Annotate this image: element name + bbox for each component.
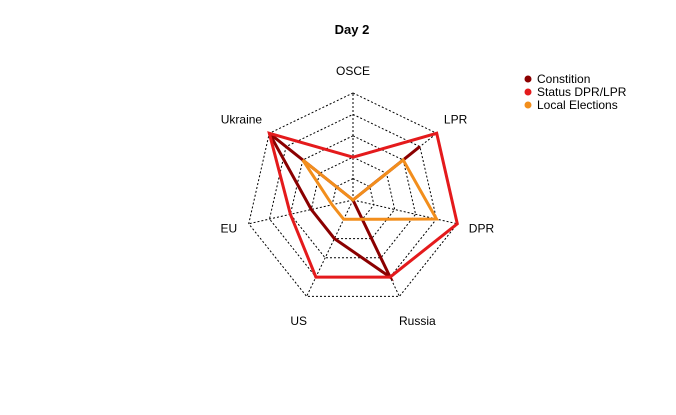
legend-label-3: Local Elections — [537, 98, 618, 112]
legend-marker-3 — [524, 101, 532, 109]
axis-label-ukraine: Ukraine — [221, 113, 263, 127]
axis-labels: OSCE LPR DPR Russia US EU Ukraine — [221, 64, 495, 328]
series-line-1 — [267, 132, 421, 282]
chart-title: Day 2 — [335, 22, 370, 37]
axis-label-dpr: DPR — [469, 222, 495, 236]
axis-label-lpr: LPR — [444, 113, 468, 127]
axis-label-us: US — [290, 314, 307, 328]
series-line-2 — [267, 131, 459, 279]
grid-ring-3 — [289, 135, 417, 259]
spoke-eu — [248, 199, 354, 225]
legend-label-1: Constition — [537, 72, 590, 86]
axis-label-russia: Russia — [399, 314, 436, 328]
grid-layer — [248, 92, 458, 297]
legend-marker-2 — [524, 88, 532, 96]
axis-label-eu: EU — [221, 222, 238, 236]
legend-marker-1 — [524, 75, 532, 83]
spoke-dpr — [352, 199, 458, 225]
axis-label-osce: OSCE — [336, 64, 370, 78]
legend-label-2: Status DPR/LPR — [537, 85, 627, 99]
grid-ring-2 — [310, 156, 396, 240]
series-layer — [267, 131, 459, 282]
spoke-us — [306, 199, 354, 297]
series-line-3 — [301, 157, 440, 221]
